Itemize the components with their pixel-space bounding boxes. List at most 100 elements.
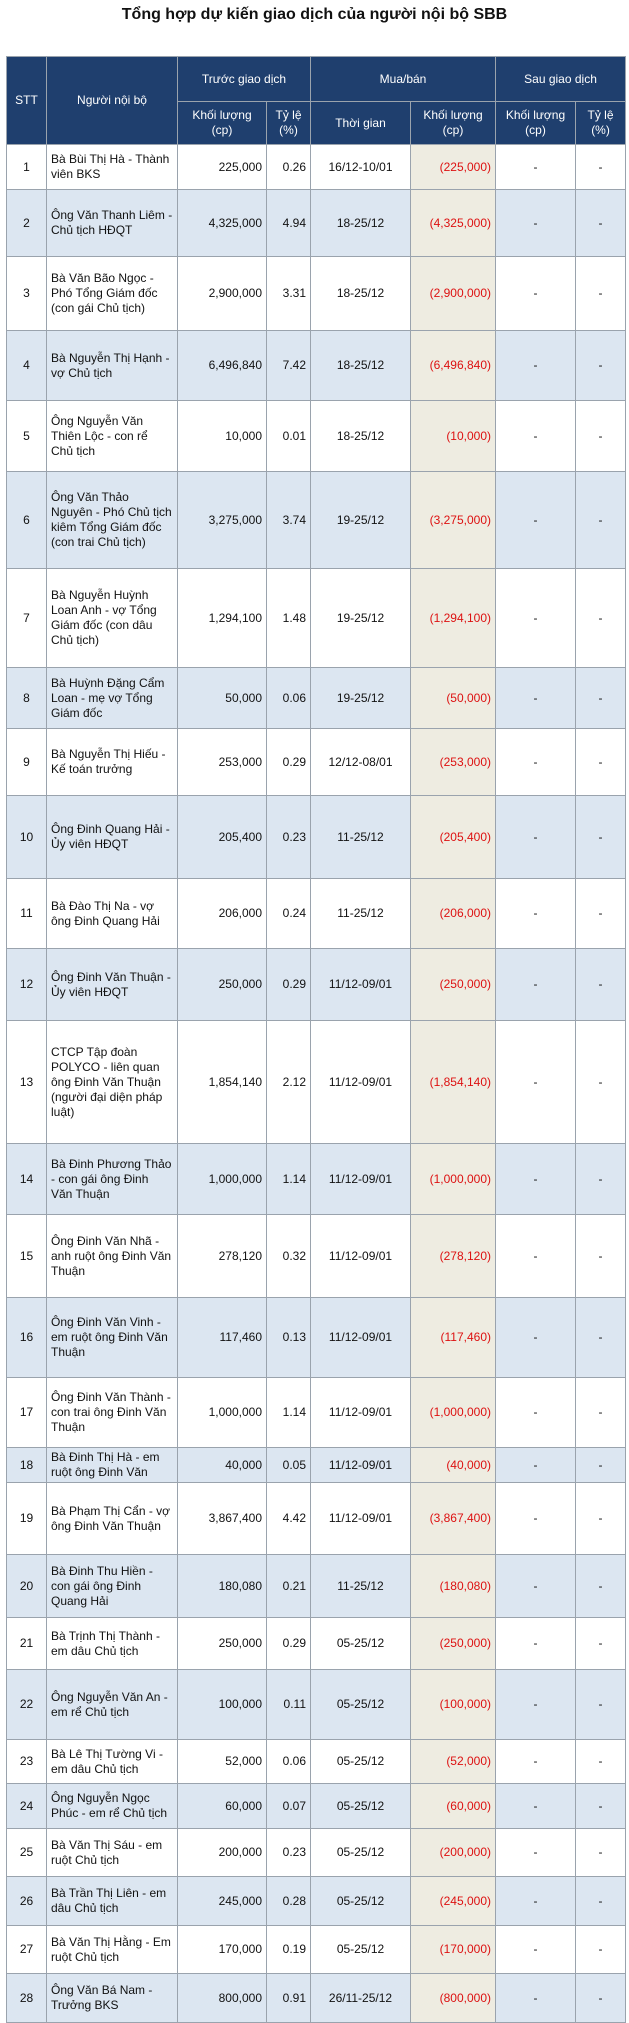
trade-volume: (250,000): [409, 948, 497, 1021]
ratio-after: -: [575, 1143, 627, 1215]
volume-before: 1,000,000: [177, 1143, 267, 1215]
trade-volume: (250,000): [409, 1617, 497, 1670]
volume-after: -: [495, 1669, 577, 1740]
stt: 18: [6, 1447, 47, 1483]
ratio-after: -: [575, 330, 627, 401]
ratio-before: 0.28: [266, 1876, 311, 1926]
trade-volume: (245,000): [409, 1876, 497, 1926]
volume-before: 245,000: [177, 1876, 267, 1926]
ratio-after: -: [575, 189, 627, 257]
insider-name: Bà Lê Thị Tường Vi - em dâu Chủ tịch: [46, 1739, 178, 1784]
ratio-before: 1.14: [266, 1143, 311, 1215]
table-row: 12 Ông Đinh Văn Thuận - Ủy viên HĐQT 250,0…: [6, 948, 627, 1021]
insider-name: Bà Phạm Thị Cẩn - vợ ông Đinh Văn Thuận: [46, 1482, 178, 1555]
stt: 12: [6, 948, 47, 1021]
volume-after: -: [495, 1876, 577, 1926]
trade-volume: (253,000): [409, 728, 497, 796]
volume-before: 4,325,000: [177, 189, 267, 257]
volume-after: -: [495, 330, 577, 401]
volume-after: -: [495, 1020, 577, 1144]
insider-name: Ông Đinh Văn Thuận - Ủy viên HĐQT: [46, 948, 178, 1021]
insider-name: Ông Đinh Văn Nhã - anh ruột ông Đinh Văn…: [46, 1214, 178, 1298]
period: 16/12-10/01: [310, 144, 411, 190]
trade-volume: (170,000): [409, 1925, 497, 1974]
ratio-after: -: [575, 1214, 627, 1298]
trade-volume: (40,000): [409, 1447, 497, 1483]
period: 12/12-08/01: [310, 728, 411, 796]
volume-after: -: [495, 1739, 577, 1784]
volume-after: -: [495, 1617, 577, 1670]
header-cell: Thời gian: [310, 101, 411, 145]
period: 11/12-09/01: [310, 1143, 411, 1215]
ratio-before: 7.42: [266, 330, 311, 401]
volume-after: -: [495, 667, 577, 729]
period: 05-25/12: [310, 1739, 411, 1784]
ratio-after: -: [575, 728, 627, 796]
stt: 5: [6, 400, 47, 472]
header-cell: Khối lượng (cp): [177, 101, 267, 145]
insider-name: Ông Văn Thanh Liêm - Chủ tịch HĐQT: [46, 189, 178, 257]
ratio-after: -: [575, 256, 627, 331]
table-row: 7 Bà Nguyễn Huỳnh Loan Anh - vợ Tổng Giám…: [6, 568, 627, 668]
ratio-after: -: [575, 948, 627, 1021]
ratio-before: 0.91: [266, 1973, 311, 2023]
ratio-before: 0.23: [266, 1828, 311, 1877]
volume-after: -: [495, 1447, 577, 1483]
stt: 11: [6, 878, 47, 949]
ratio-before: 0.19: [266, 1925, 311, 1974]
volume-after: -: [495, 1482, 577, 1555]
stt: 19: [6, 1482, 47, 1555]
period: 11/12-09/01: [310, 1482, 411, 1555]
table-row: 2 Ông Văn Thanh Liêm - Chủ tịch HĐQT 4,325…: [6, 189, 627, 257]
ratio-before: 0.05: [266, 1447, 311, 1483]
table-row: 8 Bà Huỳnh Đặng Cẩm Loan - mẹ vợ Tổng Giá…: [6, 667, 627, 729]
ratio-after: -: [575, 878, 627, 949]
stt: 1: [6, 144, 47, 190]
table-row: 9 Bà Nguyễn Thị Hiếu - Kế toán trưởng 253,…: [6, 728, 627, 796]
stt: 8: [6, 667, 47, 729]
header-cell: Trước giao dịch: [177, 56, 311, 102]
stt: 20: [6, 1554, 47, 1618]
ratio-after: -: [575, 1617, 627, 1670]
volume-after: -: [495, 1554, 577, 1618]
trade-volume: (1,294,100): [409, 568, 497, 668]
volume-before: 40,000: [177, 1447, 267, 1483]
volume-before: 1,854,140: [177, 1020, 267, 1144]
ratio-after: -: [575, 1828, 627, 1877]
ratio-before: 2.12: [266, 1020, 311, 1144]
ratio-before: 0.07: [266, 1783, 311, 1829]
ratio-after: -: [575, 400, 627, 472]
stt: 9: [6, 728, 47, 796]
period: 11-25/12: [310, 878, 411, 949]
ratio-before: 1.48: [266, 568, 311, 668]
ratio-before: 4.94: [266, 189, 311, 257]
header-cell: Sau giao dịch: [495, 56, 627, 102]
ratio-after: -: [575, 1973, 627, 2023]
volume-before: 205,400: [177, 795, 267, 879]
stt: 7: [6, 568, 47, 668]
stt: 15: [6, 1214, 47, 1298]
volume-after: -: [495, 1973, 577, 2023]
table-row: 28 Ông Văn Bá Nam - Trưởng BKS 800,000 0.91…: [6, 1973, 627, 2023]
volume-after: -: [495, 256, 577, 331]
table-row: 4 Bà Nguyễn Thị Hạnh - vợ Chủ tịch 6,496,8…: [6, 330, 627, 401]
volume-after: -: [495, 1377, 577, 1448]
stt: 21: [6, 1617, 47, 1670]
ratio-after: -: [575, 1739, 627, 1784]
period: 05-25/12: [310, 1783, 411, 1829]
stt: 6: [6, 471, 47, 569]
table-row: 18 Bà Đinh Thị Hà - em ruột ông Đinh Văn 4…: [6, 1447, 627, 1483]
ratio-before: 4.42: [266, 1482, 311, 1555]
insider-name: Ông Nguyễn Văn An - em rể Chủ tịch: [46, 1669, 178, 1740]
period: 11-25/12: [310, 795, 411, 879]
period: 05-25/12: [310, 1669, 411, 1740]
trade-volume: (1,854,140): [409, 1020, 497, 1144]
table-row: 5 Ông Nguyễn Văn Thiên Lộc - con rể Chủ t…: [6, 400, 627, 472]
table-row: 14 Bà Đinh Phương Thảo - con gái ông Đinh…: [6, 1143, 627, 1215]
table-row: 6 Ông Văn Thảo Nguyên - Phó Chủ tịch kiêm…: [6, 471, 627, 569]
insider-name: Bà Văn Bão Ngọc - Phó Tổng Giám đốc (con…: [46, 256, 178, 331]
table-row: 23 Bà Lê Thị Tường Vi - em dâu Chủ tịch 52…: [6, 1739, 627, 1784]
insider-name: Bà Trần Thị Liên - em dâu Chủ tịch: [46, 1876, 178, 1926]
trade-volume: (800,000): [409, 1973, 497, 2023]
